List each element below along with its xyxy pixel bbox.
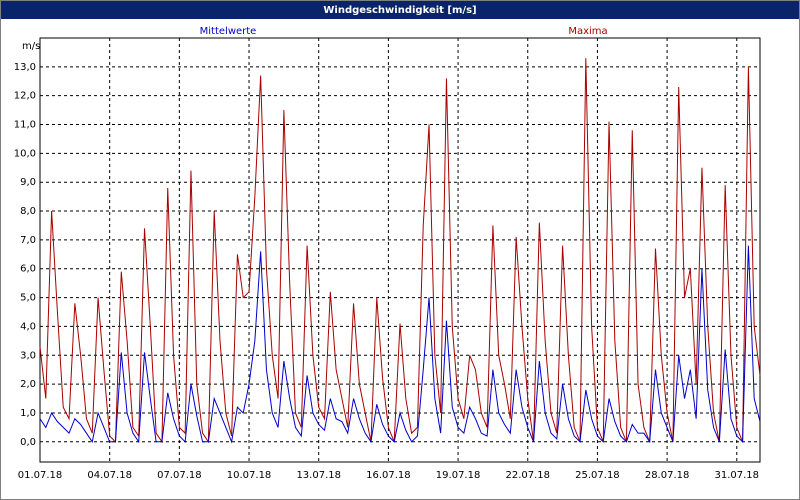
legend-entry: Maxima — [568, 26, 607, 37]
y-tick-label: 5,0 — [20, 293, 36, 304]
data-line — [39, 245, 761, 444]
x-tick-label: 01.07.18 — [18, 470, 63, 481]
y-tick-label: 12,0 — [14, 91, 36, 102]
chart-title: Windgeschwindigkeit [m/s] — [323, 5, 476, 16]
x-tick-label: 31.07.18 — [715, 470, 760, 481]
y-tick-label: 2,0 — [20, 379, 36, 390]
legend-entry: Mittelwerte — [200, 26, 257, 37]
title-bar — [1, 1, 799, 19]
y-tick-label: 11,0 — [14, 120, 36, 131]
x-tick-label: 04.07.18 — [87, 470, 132, 481]
y-tick-label: 8,0 — [20, 206, 36, 217]
y-tick-label: 9,0 — [20, 177, 36, 188]
x-tick-label: 13.07.18 — [296, 470, 341, 481]
x-tick-label: 28.07.18 — [645, 470, 690, 481]
x-tick-label: 16.07.18 — [366, 470, 411, 481]
data-line — [39, 58, 761, 444]
y-tick-label: 6,0 — [20, 264, 36, 275]
y-tick-label: 10,0 — [14, 148, 36, 159]
x-tick-label: 25.07.18 — [575, 470, 620, 481]
y-tick-label: 1,0 — [20, 408, 36, 419]
x-tick-label: 10.07.18 — [227, 470, 272, 481]
y-tick-label: 3,0 — [20, 350, 36, 361]
y-tick-label: 0,0 — [20, 437, 36, 448]
y-tick-label: 4,0 — [20, 321, 36, 332]
y-tick-label: 13,0 — [14, 62, 36, 73]
x-tick-label: 07.07.18 — [157, 470, 202, 481]
x-tick-label: 22.07.18 — [505, 470, 550, 481]
y-axis-label: m/s — [22, 41, 40, 52]
x-tick-label: 19.07.18 — [436, 470, 481, 481]
y-tick-label: 7,0 — [20, 235, 36, 246]
